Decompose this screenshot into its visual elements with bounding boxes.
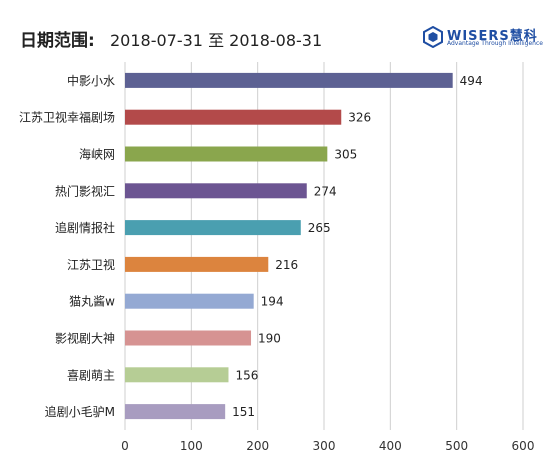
bar: [125, 293, 254, 309]
bar: [125, 220, 301, 236]
wisers-logo: WISERS慧科 Advantage Through Intelligence: [423, 24, 543, 52]
x-tick-label: 600: [512, 439, 535, 453]
x-tick-label: 400: [379, 439, 402, 453]
category-label: 追剧小毛驴M: [45, 404, 115, 419]
category-label: 影视剧大神: [55, 331, 115, 346]
date-range-value: 2018-07-31 至 2018-08-31: [110, 31, 323, 50]
logo-tagline: Advantage Through Intelligence: [447, 40, 543, 47]
bar: [125, 72, 453, 88]
category-label: 江苏卫视幸福剧场: [19, 110, 115, 125]
category-label: 海峡网: [79, 147, 115, 162]
x-tick-label: 300: [313, 439, 336, 453]
x-axis-ticks: 0 100 200 300 400 500 600: [121, 439, 534, 453]
value-label: 305: [334, 148, 357, 162]
bar: [125, 146, 328, 162]
bar: [125, 256, 269, 272]
hexagon-logo-icon: [423, 26, 443, 48]
x-tick-label: 100: [180, 439, 203, 453]
category-label: 喜剧萌主: [67, 368, 115, 382]
value-label: 494: [460, 74, 483, 88]
value-label: 156: [235, 368, 258, 382]
x-tick-label: 500: [445, 439, 468, 453]
date-range-label: 日期范围:: [20, 31, 95, 51]
value-label: 216: [275, 258, 298, 272]
value-label: 265: [308, 221, 331, 235]
value-label: 151: [232, 405, 255, 419]
x-tick-label: 200: [246, 439, 269, 453]
category-label: 江苏卫视: [67, 257, 115, 272]
value-label: 194: [261, 295, 284, 309]
bars: [125, 72, 453, 420]
category-label: 中影小水: [67, 73, 115, 88]
bar: [125, 330, 252, 346]
logo-name: WISERS慧科: [447, 29, 538, 44]
category-label: 猫丸酱w: [69, 294, 115, 309]
value-labels: 494 326 305 274 265 216 194 190 156 151: [232, 74, 482, 419]
value-label: 190: [258, 332, 281, 346]
value-label: 274: [314, 184, 337, 198]
bar: [125, 404, 226, 420]
x-tick-label: 0: [121, 439, 129, 453]
value-label: 326: [348, 111, 371, 125]
bar: [125, 367, 229, 383]
bar: [125, 109, 342, 125]
header: 日期范围: 2018-07-31 至 2018-08-31 WISERS慧科 A…: [0, 0, 557, 60]
category-label: 热门影视汇: [55, 183, 115, 198]
category-label: 追剧情报社: [55, 220, 115, 235]
bar: [125, 183, 307, 199]
